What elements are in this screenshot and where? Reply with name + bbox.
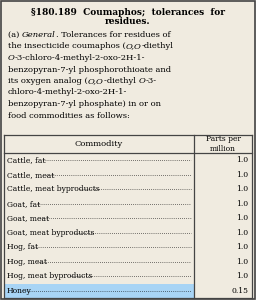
Text: -diethyl: -diethyl	[104, 77, 138, 85]
Bar	[4, 284, 194, 298]
Text: (a): (a)	[8, 31, 22, 39]
Text: residues.: residues.	[105, 17, 151, 26]
Text: Hog, meat byproducts: Hog, meat byproducts	[7, 272, 92, 280]
Text: O: O	[8, 54, 15, 62]
Text: 1.0: 1.0	[236, 185, 248, 193]
Text: benzopyran-7-yl phosphate) in or on: benzopyran-7-yl phosphate) in or on	[8, 100, 161, 108]
Text: -3-: -3-	[145, 77, 156, 85]
Text: food commodities as follows:: food commodities as follows:	[8, 112, 130, 119]
Text: Cattle, meat byproducts: Cattle, meat byproducts	[7, 185, 100, 193]
Text: the insecticide coumaphos (: the insecticide coumaphos (	[8, 43, 126, 50]
Text: 1.0: 1.0	[236, 200, 248, 208]
Text: 1.0: 1.0	[236, 243, 248, 251]
Text: 1.0: 1.0	[236, 214, 248, 222]
Text: 1.0: 1.0	[236, 229, 248, 237]
Text: Goat, fat: Goat, fat	[7, 200, 40, 208]
Text: O: O	[138, 77, 145, 85]
Text: O,O: O,O	[126, 43, 142, 50]
Text: Commodity: Commodity	[75, 140, 123, 148]
Text: Cattle, fat: Cattle, fat	[7, 156, 46, 164]
Text: Parts per
million: Parts per million	[206, 135, 240, 153]
Text: 0.15: 0.15	[231, 287, 248, 295]
Text: . Tolerances for residues of: . Tolerances for residues of	[56, 31, 170, 39]
Text: 1.0: 1.0	[236, 258, 248, 266]
Text: General: General	[22, 31, 56, 39]
Text: Cattle, meat: Cattle, meat	[7, 171, 54, 179]
Text: O,O: O,O	[88, 77, 104, 85]
Text: Hog, meat: Hog, meat	[7, 258, 47, 266]
Text: Hog, fat: Hog, fat	[7, 243, 38, 251]
Text: -3-chloro-4-methyl-2-oxo-2H-1-: -3-chloro-4-methyl-2-oxo-2H-1-	[15, 54, 145, 62]
Text: -diethyl: -diethyl	[142, 43, 174, 50]
Text: its oxygen analog (: its oxygen analog (	[8, 77, 88, 85]
Text: Honey: Honey	[7, 287, 32, 295]
Text: §180.189  Coumaphos;  tolerances  for: §180.189 Coumaphos; tolerances for	[31, 8, 225, 17]
Text: 1.0: 1.0	[236, 156, 248, 164]
Text: 1.0: 1.0	[236, 272, 248, 280]
Text: benzopyran-7-yl phosphorothioate and: benzopyran-7-yl phosphorothioate and	[8, 65, 171, 74]
Text: Goat, meat byproducts: Goat, meat byproducts	[7, 229, 94, 237]
Text: 1.0: 1.0	[236, 171, 248, 179]
Text: Goat, meat: Goat, meat	[7, 214, 49, 222]
Text: chloro-4-methyl-2-oxo-2H-1-: chloro-4-methyl-2-oxo-2H-1-	[8, 88, 127, 97]
